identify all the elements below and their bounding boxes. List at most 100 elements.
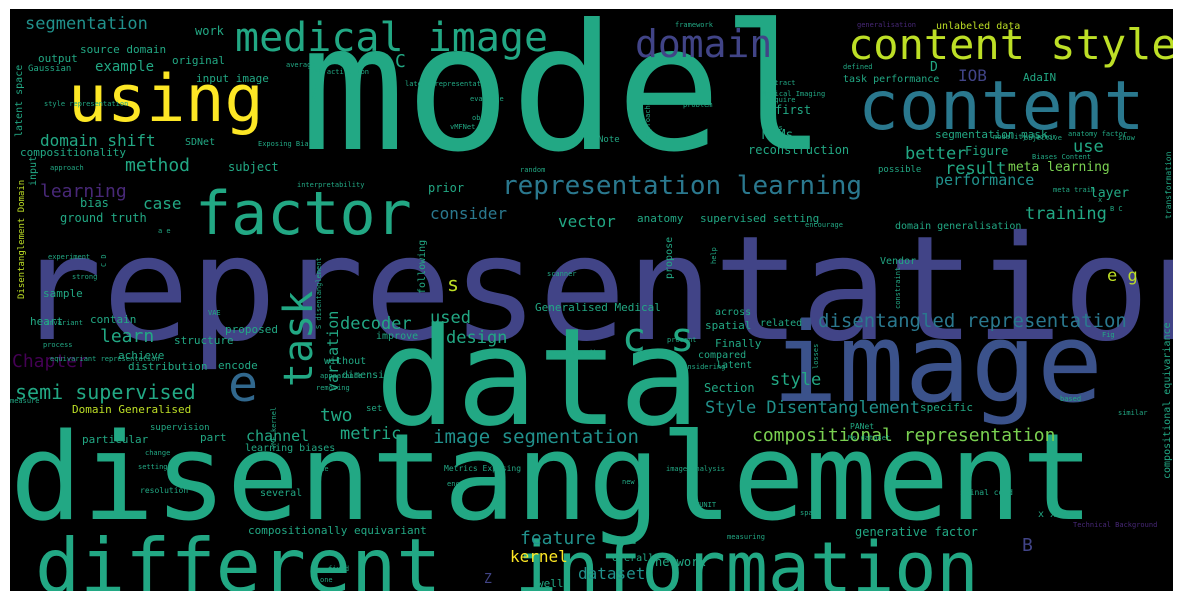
word-constraint: constraint	[894, 267, 902, 309]
word-b: B	[1022, 535, 1033, 556]
word-original: original	[172, 54, 225, 67]
word-dataset: dataset	[578, 564, 645, 583]
word-medical-image: medical image	[235, 15, 548, 61]
word-present: present	[667, 336, 697, 344]
word-considering: considering	[679, 363, 725, 371]
word-input-image: input image	[196, 72, 269, 85]
word-domain: domain	[635, 22, 772, 66]
word-sample: sample	[43, 287, 83, 300]
word-domain-shift: domain shift	[40, 131, 156, 150]
word-distribution: distribution	[128, 360, 207, 373]
word-content: content	[858, 67, 1145, 146]
word-framework: framework	[675, 21, 714, 29]
word-panet: PANet	[850, 422, 874, 431]
word-learning-biases: learning biases	[245, 443, 335, 454]
word-task-performance: task performance	[843, 74, 939, 85]
word-part: part	[200, 431, 227, 444]
word-require: require	[766, 96, 796, 104]
word-result: result	[945, 159, 1006, 179]
word-performance: performance	[935, 171, 1034, 189]
word-cloud: model representation disentanglement dat…	[10, 9, 1173, 591]
word-removing: removing	[316, 384, 350, 392]
word-defined: defined	[843, 63, 873, 71]
word-image-analysis: image analysis	[666, 465, 725, 473]
word-latent-representation: latent representation	[405, 80, 494, 88]
word-fig: Fig	[1102, 331, 1115, 339]
word-x-x: x x	[1038, 509, 1056, 520]
word-compositionally-equivariant: compositionally equivariant	[248, 524, 427, 537]
word-extract: extract	[766, 79, 796, 87]
word-vendor: Vendor	[880, 256, 916, 267]
word-domain-generalised: Domain Generalised	[72, 403, 191, 416]
word-segmentation: segmentation	[25, 14, 148, 34]
word-e: e	[228, 355, 258, 413]
word-case: case	[143, 194, 182, 213]
word-source-domain: source domain	[80, 43, 166, 56]
word-heart: heart	[30, 315, 63, 328]
word-vmf-kernel: vMF kernel	[270, 407, 278, 449]
word-s-disentanglement: S disentanglement	[315, 257, 323, 329]
word-x: x	[1098, 196, 1102, 204]
word-disentangled-representation: disentangled representation	[818, 310, 1127, 332]
word-training: training	[1025, 204, 1107, 224]
word-generalisation: generalisation	[857, 21, 916, 29]
word-average: average	[286, 61, 316, 69]
word-compared: compared	[698, 350, 746, 361]
word-related: related	[760, 318, 802, 329]
word-variation: variation	[324, 311, 342, 392]
word-equivariant-representation: equivariant representation	[50, 355, 160, 363]
word-better: better	[905, 144, 966, 164]
word-new: new	[622, 478, 635, 486]
word-across: across	[715, 307, 751, 318]
word-meta-train: meta train	[1053, 186, 1095, 194]
word-vae: VAE	[208, 309, 221, 317]
word-model: model	[300, 9, 827, 191]
word-resolution: resolution	[140, 486, 188, 495]
word-evaluate: evaluate	[470, 95, 504, 103]
word-invariant: invariant	[45, 319, 83, 327]
word-strong: strong	[72, 273, 97, 281]
word-d: D	[930, 60, 938, 75]
word-losses: losses	[812, 344, 820, 369]
word-munit: MUNIT	[695, 501, 717, 509]
word-technical-background: Technical Background	[1073, 521, 1157, 529]
word-representation-learning: representation learning	[502, 171, 862, 201]
word-different: different	[35, 522, 441, 591]
word-compositionality: compositionality	[20, 146, 126, 159]
word-measuring: measuring	[727, 533, 765, 541]
word-network: network	[655, 555, 706, 569]
word-loss: loss	[766, 124, 783, 132]
word-using: using	[68, 62, 264, 137]
word-objective: objective	[1024, 134, 1062, 142]
word-reconstruction: reconstruction	[748, 143, 849, 157]
word-sdnet: SDNet	[185, 137, 215, 148]
word-modality-factor: modality factor	[993, 133, 1056, 141]
word-approaches: approaches	[644, 97, 652, 139]
word-space: space	[800, 509, 821, 517]
word-information: information	[515, 527, 979, 591]
word-encoder: encoder	[447, 480, 477, 488]
word-chapter: Chapter	[12, 351, 88, 372]
word-several: several	[260, 488, 302, 499]
word-metrics-exposing: Metrics Exposing	[444, 464, 521, 473]
word-b-c: B C	[1110, 205, 1123, 213]
word-measure: measure	[10, 397, 40, 405]
word-level: level	[310, 83, 318, 104]
word-factor: factor	[195, 179, 412, 249]
word-vector: vector	[558, 212, 616, 231]
word-contain: contain	[90, 313, 136, 326]
word-layer: layer	[1090, 186, 1129, 201]
word-two: two	[320, 405, 353, 426]
word-adain: AdaIN	[1023, 71, 1056, 84]
word-medical-imaging: Medical Imaging	[762, 90, 825, 98]
word-anatomy: anatomy	[637, 212, 684, 225]
word-exposing-biases: Exposing Biases	[258, 140, 321, 148]
word-well: well	[537, 577, 564, 590]
word-ground-truth: ground truth	[60, 211, 147, 225]
word-approach: approach	[50, 164, 84, 172]
word-kernel: kernel	[510, 547, 568, 566]
word-work: work	[195, 24, 225, 38]
word-encourage: encourage	[805, 221, 843, 229]
word-structure: structure	[174, 334, 234, 347]
word-finally: Finally	[715, 337, 762, 350]
